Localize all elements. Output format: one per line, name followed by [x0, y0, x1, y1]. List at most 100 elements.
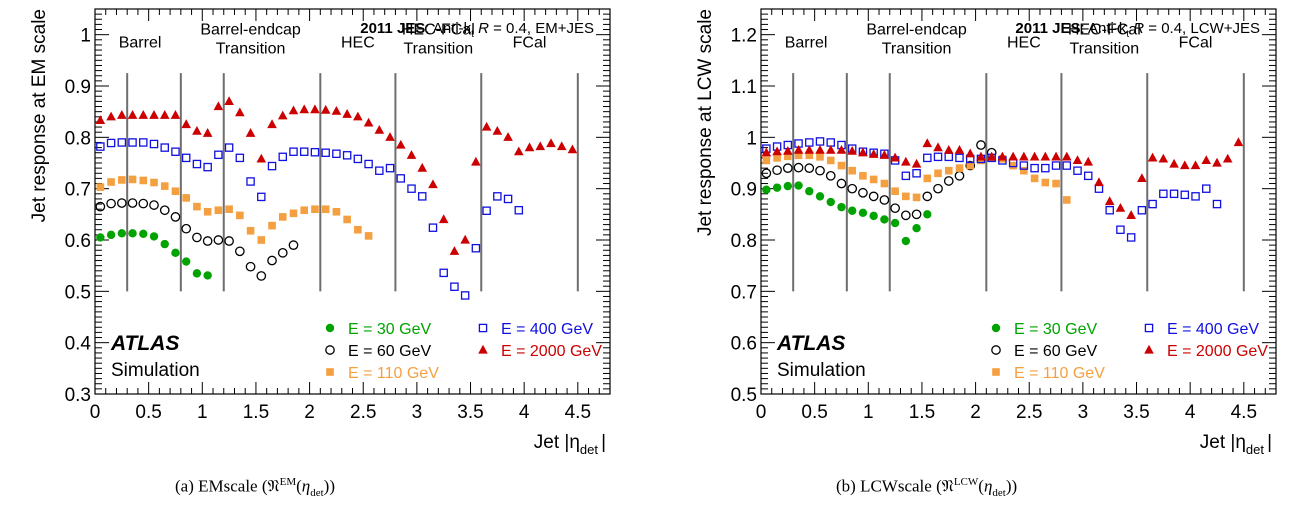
data-point — [288, 105, 299, 115]
legend-marker — [992, 368, 1000, 376]
data-point — [869, 175, 878, 184]
data-point — [1061, 151, 1072, 161]
data-point — [1040, 151, 1051, 161]
series-1 — [95, 198, 299, 281]
data-point — [417, 162, 428, 172]
data-point — [321, 205, 330, 213]
data-point — [224, 143, 234, 152]
series-2 — [96, 175, 373, 244]
data-point — [1180, 160, 1190, 170]
caption-text: (b) LCWscale — [836, 476, 932, 496]
data-point — [1159, 189, 1168, 199]
y-tick-label: 0.6 — [731, 334, 757, 355]
data-point — [772, 146, 782, 156]
data-point — [782, 163, 793, 173]
series-0 — [762, 181, 932, 246]
data-point — [1029, 151, 1040, 161]
x-tick-label: 0.5 — [801, 402, 827, 423]
data-point — [1116, 225, 1125, 234]
data-point — [170, 110, 181, 119]
legend-entry: E = 2000 GeV — [501, 343, 602, 360]
data-point — [1105, 205, 1114, 215]
data-point — [438, 214, 449, 224]
data-point — [773, 154, 781, 162]
data-point — [128, 175, 137, 184]
data-point — [783, 181, 793, 191]
data-point — [901, 156, 911, 166]
data-point — [837, 202, 846, 212]
region-label: Barrel-endcap — [866, 22, 967, 39]
data-point — [364, 159, 373, 169]
data-point — [450, 282, 459, 291]
data-point — [761, 168, 772, 179]
data-point — [192, 232, 202, 243]
data-point — [214, 206, 223, 215]
data-point — [869, 211, 878, 221]
data-point — [965, 160, 976, 171]
data-point — [117, 138, 127, 147]
data-point — [837, 161, 846, 170]
data-point — [556, 141, 567, 151]
y-tick-label: 0.7 — [731, 282, 757, 303]
data-point — [880, 179, 889, 188]
x-axis-label: Jet |ηdet — [1200, 432, 1265, 457]
data-point — [363, 117, 374, 127]
data-point — [1094, 184, 1104, 193]
data-point — [246, 226, 255, 235]
data-point — [1191, 192, 1200, 201]
data-point — [912, 223, 921, 233]
data-point — [460, 291, 470, 300]
data-point — [816, 153, 824, 161]
y-tick-label: 1 — [746, 128, 757, 149]
data-point — [535, 141, 546, 151]
series-0 — [96, 229, 212, 280]
data-point — [428, 179, 438, 189]
data-point — [202, 128, 213, 137]
data-point — [149, 200, 159, 210]
data-point — [1008, 151, 1018, 161]
data-point — [106, 198, 116, 209]
legend-entry: E = 30 GeV — [1014, 321, 1097, 338]
y-tick-label: 1.1 — [731, 77, 757, 98]
data-point — [1009, 161, 1017, 170]
data-point — [245, 128, 256, 137]
data-point — [288, 240, 299, 250]
y-tick-label: 0.7 — [65, 180, 91, 201]
data-point — [1126, 210, 1136, 219]
data-point — [826, 156, 835, 165]
data-point — [762, 185, 771, 194]
data-point — [847, 145, 857, 155]
data-point — [825, 170, 836, 181]
x-tick-label: 1.5 — [909, 402, 935, 423]
panel-lcw-scale: 0 0.5 1 1.5 2 2.5 3 3.5 4 4.5 0.5 0.6 0.7 0.8 0.9 1 1.1 1… — [665, 0, 1301, 470]
data-point — [224, 236, 234, 246]
region-label: Barrel-endcap — [200, 22, 301, 39]
data-point — [1233, 137, 1244, 147]
data-point — [203, 207, 212, 216]
data-point — [965, 148, 976, 158]
legend-entry: E = 60 GeV — [1014, 343, 1097, 360]
y-tick-label: 0.8 — [731, 231, 757, 252]
data-point — [859, 172, 867, 180]
data-point — [1051, 151, 1061, 161]
data-point — [224, 96, 234, 105]
data-point — [353, 111, 363, 121]
data-point — [966, 161, 975, 170]
data-point — [943, 144, 954, 154]
data-point — [976, 151, 986, 161]
data-point — [1041, 178, 1050, 187]
series-1 — [761, 140, 997, 221]
caption-sub: det — [992, 487, 1006, 500]
data-point — [471, 156, 481, 166]
data-point — [997, 151, 1008, 161]
legend-marker — [991, 345, 1001, 355]
data-point — [546, 138, 556, 148]
data-point — [95, 201, 106, 212]
data-point — [428, 223, 438, 232]
data-point — [395, 139, 406, 149]
data-point — [805, 187, 814, 196]
data-point — [1083, 156, 1094, 166]
data-point — [192, 125, 202, 135]
data-point — [160, 239, 169, 249]
data-point — [1083, 171, 1093, 181]
